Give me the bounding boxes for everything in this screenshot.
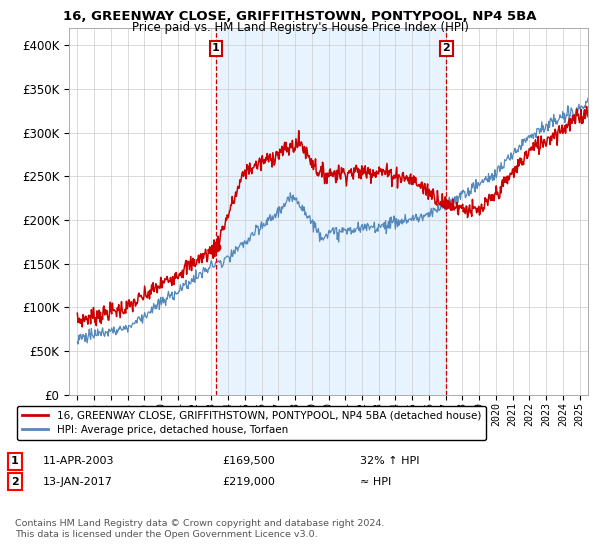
Text: This data is licensed under the Open Government Licence v3.0.: This data is licensed under the Open Gov… <box>15 530 317 539</box>
Text: 1: 1 <box>11 456 19 466</box>
Text: ≈ HPI: ≈ HPI <box>360 477 391 487</box>
Text: Price paid vs. HM Land Registry's House Price Index (HPI): Price paid vs. HM Land Registry's House … <box>131 21 469 34</box>
Text: Contains HM Land Registry data © Crown copyright and database right 2024.: Contains HM Land Registry data © Crown c… <box>15 519 385 528</box>
Legend: 16, GREENWAY CLOSE, GRIFFITHSTOWN, PONTYPOOL, NP4 5BA (detached house), HPI: Ave: 16, GREENWAY CLOSE, GRIFFITHSTOWN, PONTY… <box>17 405 487 440</box>
Text: 2: 2 <box>11 477 19 487</box>
Text: 13-JAN-2017: 13-JAN-2017 <box>43 477 113 487</box>
Text: 1: 1 <box>212 43 220 53</box>
Text: £169,500: £169,500 <box>222 456 275 466</box>
Bar <box>216 28 446 395</box>
Text: 2: 2 <box>442 43 450 53</box>
Text: 16, GREENWAY CLOSE, GRIFFITHSTOWN, PONTYPOOL, NP4 5BA: 16, GREENWAY CLOSE, GRIFFITHSTOWN, PONTY… <box>63 10 537 23</box>
Text: £219,000: £219,000 <box>222 477 275 487</box>
Text: 32% ↑ HPI: 32% ↑ HPI <box>360 456 419 466</box>
Text: 11-APR-2003: 11-APR-2003 <box>43 456 115 466</box>
